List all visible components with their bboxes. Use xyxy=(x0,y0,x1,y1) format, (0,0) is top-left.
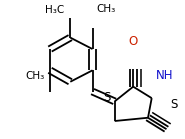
Text: CH₃: CH₃ xyxy=(96,4,115,14)
Text: NH: NH xyxy=(155,69,173,82)
Text: CH₃: CH₃ xyxy=(25,71,44,81)
Text: S: S xyxy=(104,91,111,105)
Text: H₃C: H₃C xyxy=(46,5,65,15)
Text: S: S xyxy=(170,98,178,111)
Text: O: O xyxy=(129,35,138,48)
